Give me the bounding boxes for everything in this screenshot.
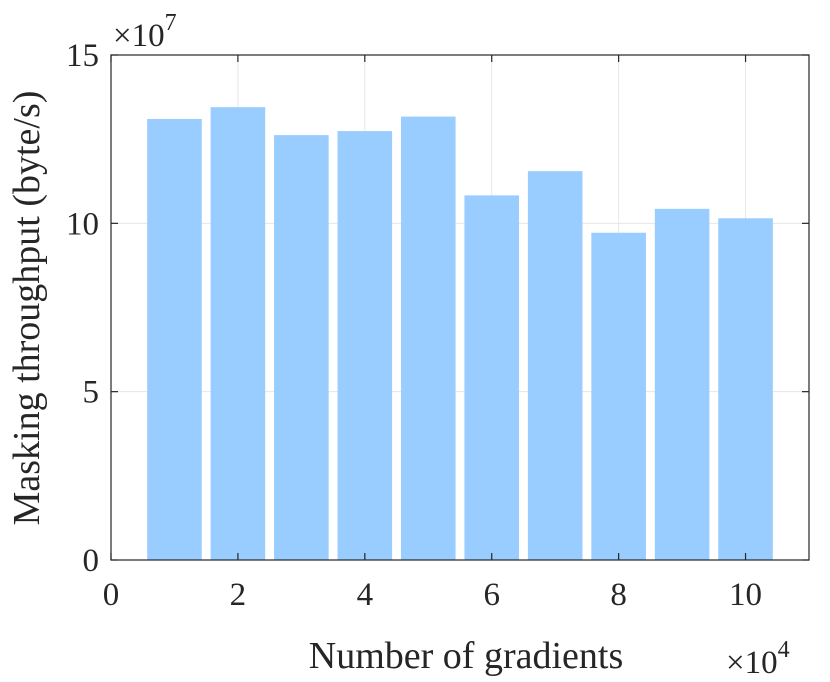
y-multiplier-label: ×107	[113, 10, 177, 54]
x-multiplier-label: ×104	[726, 637, 790, 681]
y-tick-label: 10	[66, 206, 99, 242]
y-axis-label: Masking throughput (byte/s)	[6, 91, 48, 526]
bar-series	[147, 107, 773, 561]
bar-10	[718, 218, 773, 561]
x-tick-label: 6	[483, 577, 500, 613]
y-tick-labels: 0 5 10 15	[66, 38, 99, 579]
x-axis-label: Number of gradients	[309, 635, 623, 677]
plot-frame	[110, 54, 810, 561]
bar-6	[464, 195, 520, 560]
y-multiplier-base: ×10	[113, 18, 165, 54]
x-tick-labels: 0 2 4 6 8 10	[103, 577, 762, 613]
bar-3	[274, 135, 329, 561]
y-tick-label: 0	[83, 543, 100, 579]
bar-4	[337, 131, 393, 560]
y-tick-label: 5	[83, 375, 100, 411]
bar-1	[147, 118, 202, 560]
bar-8	[591, 232, 646, 560]
x-tick-label: 8	[610, 577, 627, 613]
x-multiplier-exponent: 4	[778, 637, 790, 663]
x-multiplier-base: ×10	[726, 645, 778, 681]
bar-7	[527, 171, 583, 560]
x-tick-label: 4	[357, 577, 374, 613]
tick-marks	[110, 54, 809, 561]
bar-2	[210, 107, 266, 560]
y-tick-label: 15	[66, 38, 99, 74]
x-tick-label: 10	[729, 577, 762, 613]
x-tick-label: 2	[230, 577, 247, 613]
bar-9	[654, 208, 710, 560]
y-multiplier-exponent: 7	[165, 10, 177, 36]
bar-5	[400, 116, 456, 561]
x-tick-label: 0	[103, 577, 120, 613]
